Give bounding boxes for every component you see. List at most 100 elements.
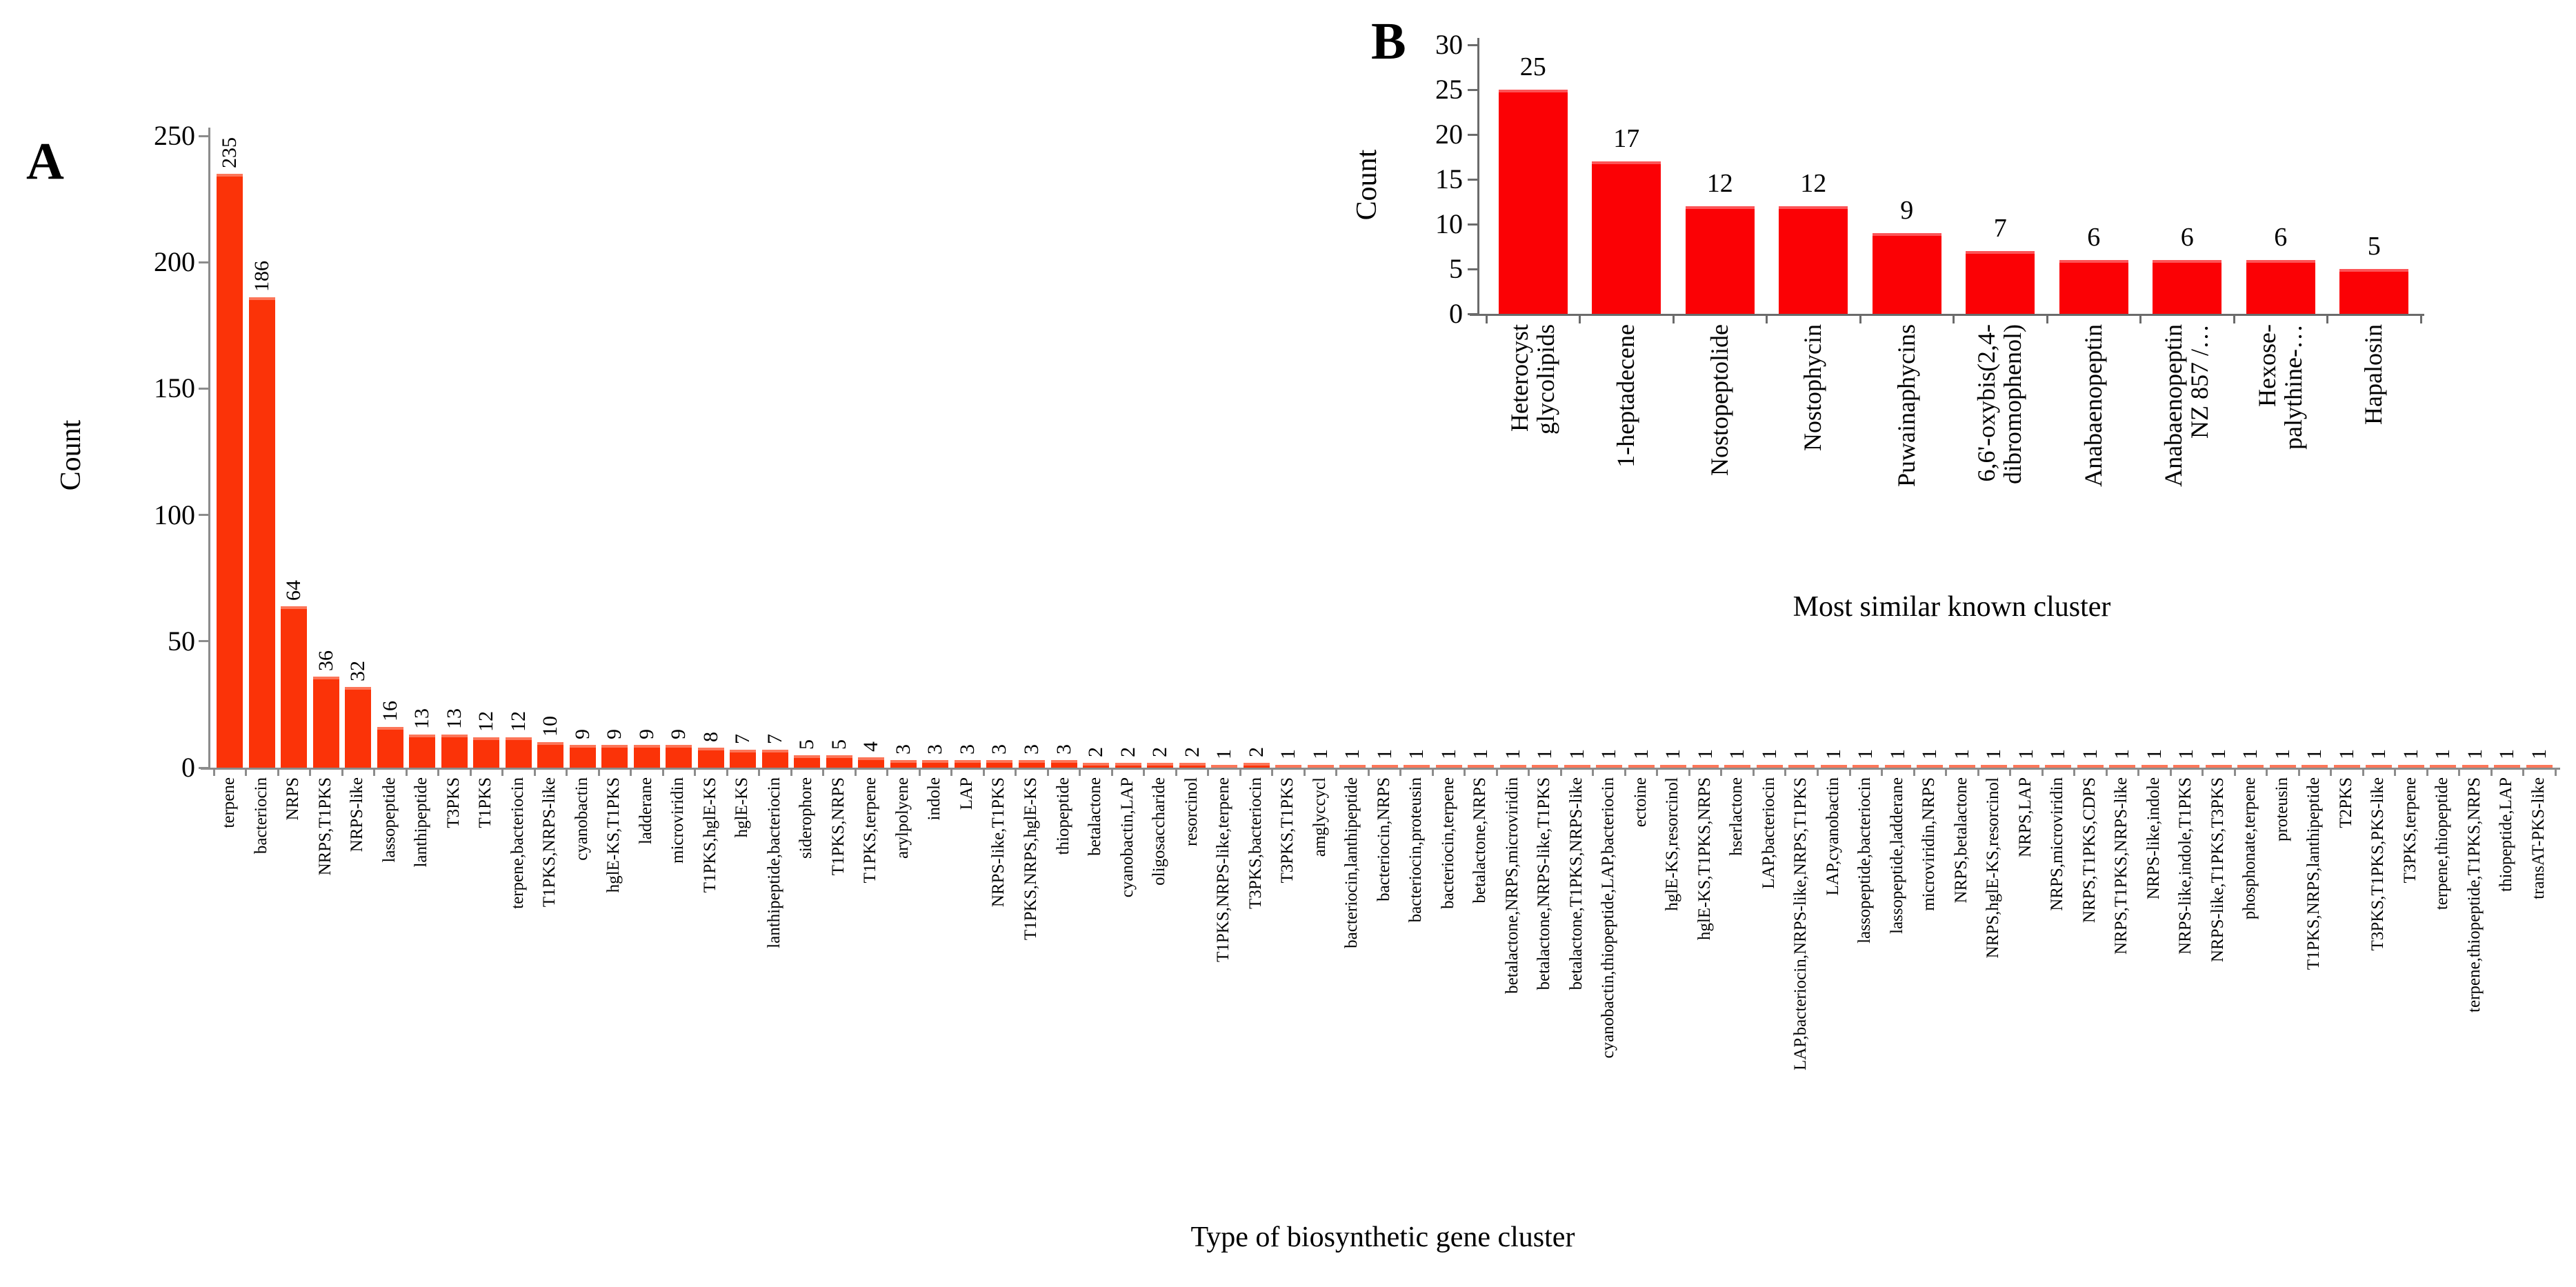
x-tick <box>1784 768 1787 776</box>
x-tick <box>1367 768 1370 776</box>
x-tick-label: T3PKS,T1PKS <box>1278 777 1297 884</box>
bar <box>1435 765 1462 768</box>
bar <box>1211 765 1238 768</box>
x-tick <box>1303 768 1306 776</box>
bar-value-label: 1 <box>1790 749 1813 760</box>
y-tick-label: 10 <box>1435 208 1463 239</box>
bar <box>2302 765 2328 768</box>
x-tick-label: NRPS-like,indole <box>2144 777 2163 900</box>
x-tick-label: NRPS <box>283 777 303 821</box>
y-tick-label: 250 <box>154 120 195 151</box>
bar <box>2141 765 2168 768</box>
x-tick-label: lanthipeptide <box>412 777 431 868</box>
x-tick <box>2169 768 2172 776</box>
x-tick <box>1207 768 1210 776</box>
bar-value-label: 9 <box>570 729 594 740</box>
x-tick <box>694 768 697 776</box>
bar-value-label: 1 <box>1757 749 1781 760</box>
x-tick <box>566 768 568 776</box>
bar-value-label: 186 <box>250 261 273 292</box>
bar-value-label: 10 <box>539 716 562 737</box>
x-tick <box>1110 768 1113 776</box>
x-tick-label: Puwainaphycins <box>1892 324 1920 487</box>
bar <box>2246 260 2315 314</box>
x-tick-label: terpene <box>219 777 239 828</box>
x-tick <box>1464 768 1466 776</box>
x-tick <box>918 768 921 776</box>
bar-value-label: 8 <box>699 731 722 742</box>
x-tick <box>2297 768 2300 776</box>
x-tick <box>661 768 664 776</box>
x-tick-label: NRPS,microviridin <box>2048 777 2067 911</box>
bar-value-label: 1 <box>2175 749 2198 760</box>
bar <box>2059 260 2128 314</box>
x-tick-label: lassopeptide,bacteriocin <box>1855 777 1875 944</box>
bar <box>1966 251 2035 314</box>
bar-value-label: 6 <box>2274 223 2288 252</box>
x-tick-label: LAP,bacteriocin,NRPS-like,NRPS,T1PKS <box>1791 777 1810 1071</box>
bar-value-label: 1 <box>2014 749 2037 760</box>
x-tick <box>2326 314 2328 323</box>
y-tick-label: 5 <box>1449 253 1463 284</box>
bar <box>1724 765 1751 768</box>
x-tick-label: Anabaenopeptin <box>2079 324 2107 487</box>
bar <box>2397 765 2424 768</box>
bar <box>1275 765 1302 768</box>
bar <box>1872 233 1941 314</box>
bar <box>858 757 885 768</box>
chart-a-x-axis-title: Type of biosynthetic gene cluster <box>1190 1221 1575 1253</box>
x-tick-label: siderophore <box>797 777 816 859</box>
bar <box>1115 762 1141 768</box>
x-tick-label: T3PKS,T1PKS,PKS-like <box>2368 777 2388 951</box>
bar-value-label: 1 <box>1565 749 1588 760</box>
x-tick-label: hglE-KS,resorcinol <box>1663 777 1682 911</box>
bar-value-label: 1 <box>2495 749 2519 760</box>
bar <box>473 737 500 768</box>
bar <box>1660 765 1687 768</box>
x-tick-label: betalactone,NRPS <box>1470 777 1490 904</box>
y-tick <box>199 261 208 263</box>
bar-value-label: 1 <box>1950 749 1973 760</box>
x-tick-label: indole <box>925 777 944 821</box>
bar <box>922 760 949 768</box>
bar <box>1779 206 1848 314</box>
x-tick-label: microviridin,NRPS <box>1919 777 1939 911</box>
bar <box>1499 765 1526 768</box>
x-tick <box>2009 768 2012 776</box>
bar <box>2494 765 2521 768</box>
bar <box>1147 762 1174 768</box>
x-tick-label: Hexose- palythine-… <box>2253 324 2307 450</box>
x-tick <box>950 768 953 776</box>
x-tick <box>1175 768 1177 776</box>
bar-value-label: 5 <box>827 739 850 750</box>
bar-value-label: 13 <box>442 708 466 730</box>
x-tick <box>822 768 825 776</box>
x-tick-label: bacteriocin,proteusin <box>1406 777 1426 923</box>
bar <box>2013 765 2039 768</box>
x-tick <box>1239 768 1241 776</box>
x-tick <box>1528 768 1530 776</box>
bar <box>1685 206 1755 314</box>
x-tick-label: T3PKS,bacteriocin <box>1246 777 1265 909</box>
x-tick-label: hserlactone <box>1727 777 1746 856</box>
bar <box>1628 765 1655 768</box>
x-tick <box>373 768 376 776</box>
bar-value-label: 1 <box>1372 749 1396 760</box>
x-tick <box>1848 768 1851 776</box>
x-tick-label: LAP,bacteriocin <box>1759 777 1778 889</box>
bar <box>248 297 275 768</box>
x-tick <box>1335 768 1338 776</box>
x-tick <box>1399 768 1402 776</box>
x-tick-label: NRPS,betalactone <box>1951 777 1970 904</box>
x-tick-label: NRPS-like <box>348 777 367 852</box>
bar <box>1083 762 1110 768</box>
bar-value-label: 1 <box>2527 749 2550 760</box>
chart-b-x-axis-title: Most similar known cluster <box>1793 591 2111 623</box>
bar-value-label: 1 <box>1821 749 1845 760</box>
bar <box>2045 765 2072 768</box>
x-tick <box>1945 768 1948 776</box>
bar-value-label: 1 <box>1437 749 1460 760</box>
bar <box>2526 765 2553 768</box>
x-tick <box>2522 768 2525 776</box>
x-tick <box>2137 768 2140 776</box>
